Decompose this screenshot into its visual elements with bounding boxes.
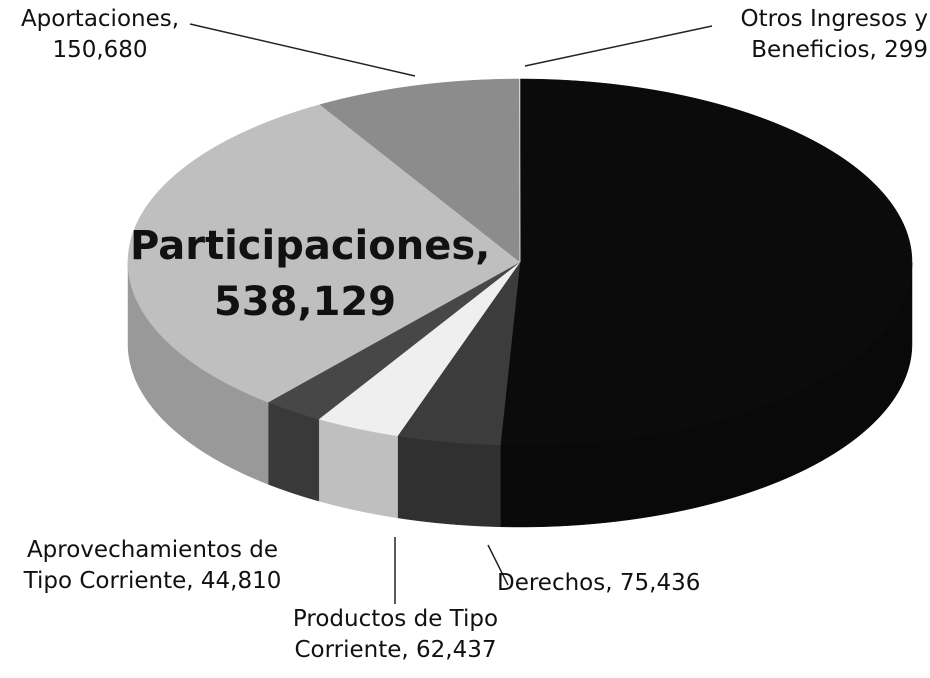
- value-label: 44,810: [200, 568, 282, 594]
- leader-line: [487, 544, 509, 586]
- category-name: Derechos,: [497, 570, 613, 596]
- slice: [127, 104, 521, 403]
- slice: [318, 261, 521, 437]
- value-label: 75,436: [619, 570, 701, 596]
- value-label: 150,680: [52, 37, 148, 63]
- value-label: 538,129: [213, 279, 397, 325]
- value-label: 62,437: [416, 637, 497, 663]
- data-label: Aprovechamientos de Tipo Corriente, 44,8…: [15, 535, 290, 597]
- slice: [319, 78, 521, 263]
- category-name: Aportaciones,: [20, 6, 180, 32]
- category-name: Participaciones,: [130, 223, 491, 269]
- slice: [397, 261, 521, 446]
- category-name: Productos de Tipo Corriente,: [292, 606, 499, 663]
- value-label: 299: [884, 37, 928, 63]
- leader-line: [189, 23, 416, 77]
- leader-line: [524, 25, 713, 67]
- data-label: Derechos, 75,436: [497, 568, 797, 599]
- data-label: Otros Ingresos y Beneficios, 299: [690, 4, 928, 66]
- data-label: Participaciones, 538,129: [130, 218, 490, 330]
- slice: [500, 78, 913, 446]
- category-name: Otros Ingresos y Beneficios,: [740, 6, 928, 63]
- slice-side: [397, 435, 501, 528]
- data-label: Productos de Tipo Corriente, 62,437: [268, 604, 523, 666]
- slice: [267, 261, 521, 420]
- data-label: Aportaciones, 150,680: [0, 4, 200, 66]
- category-name: Aprovechamientos de Tipo Corriente,: [23, 537, 279, 594]
